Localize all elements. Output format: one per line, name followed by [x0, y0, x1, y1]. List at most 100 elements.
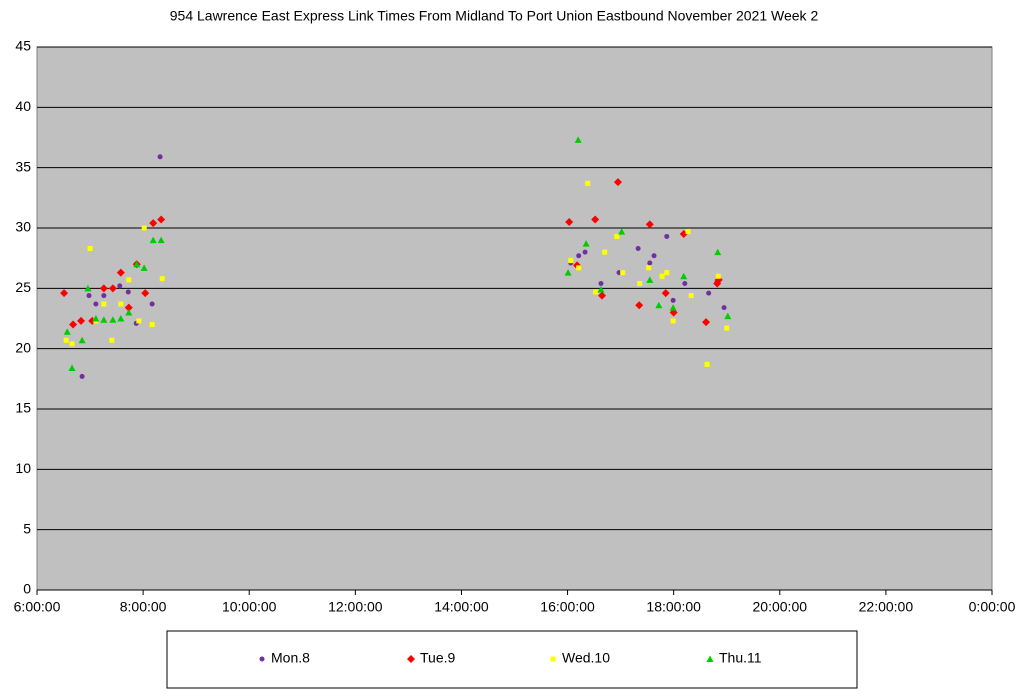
point [602, 249, 608, 255]
point [724, 325, 730, 331]
point [118, 301, 124, 307]
point [86, 293, 92, 299]
y-tick-label: 40 [15, 98, 31, 114]
point [574, 136, 582, 143]
x-tick-label: 10:00:00 [222, 599, 277, 615]
x-tick-label: 12:00:00 [328, 599, 383, 615]
point [60, 289, 69, 298]
point [69, 320, 78, 329]
point [715, 273, 721, 279]
point [149, 301, 155, 307]
point [149, 219, 158, 228]
point [651, 253, 657, 259]
x-tick-label: 16:00:00 [540, 599, 595, 615]
legend-marker [407, 655, 415, 663]
point [598, 281, 604, 287]
point [100, 316, 108, 323]
point [670, 318, 676, 324]
point [645, 220, 654, 229]
point [136, 318, 142, 324]
point [582, 249, 588, 255]
point [77, 316, 86, 325]
point [655, 301, 663, 309]
point [598, 291, 607, 300]
point [682, 281, 688, 287]
point [157, 215, 166, 224]
y-tick-label: 45 [15, 38, 31, 54]
point [63, 337, 69, 343]
y-tick-label: 35 [15, 158, 31, 174]
plot-area [36, 46, 993, 591]
point [109, 337, 115, 343]
point [724, 312, 732, 320]
point [597, 286, 605, 293]
legend-label: Mon.8 [271, 650, 310, 666]
point [591, 215, 600, 224]
legend [166, 630, 858, 689]
legend-marker [706, 655, 714, 662]
point [680, 272, 688, 280]
point [78, 336, 86, 344]
point [92, 315, 100, 322]
point [125, 289, 131, 295]
point [157, 236, 165, 244]
point [647, 260, 653, 266]
y-tick-label: 0 [23, 581, 31, 597]
x-tick-label: 8:00:00 [120, 599, 167, 615]
point [637, 281, 643, 287]
point [101, 301, 107, 307]
point [99, 284, 108, 293]
x-tick-label: 6:00:00 [14, 599, 61, 615]
point [576, 265, 582, 271]
point [646, 265, 652, 271]
y-tick-label: 5 [23, 520, 31, 536]
point [664, 270, 670, 276]
point [159, 276, 165, 282]
point [564, 269, 572, 276]
point [140, 264, 148, 271]
point [721, 305, 727, 311]
x-tick-label: 0:00:00 [969, 599, 1016, 615]
point [576, 253, 582, 259]
point [141, 289, 150, 298]
y-tick-label: 10 [15, 460, 31, 476]
legend-label: Tue.9 [420, 650, 455, 666]
point [79, 373, 85, 379]
point [116, 268, 125, 277]
point [157, 154, 163, 160]
point [670, 297, 676, 303]
chart-title: 954 Lawrence East Express Link Times Fro… [170, 8, 819, 24]
x-tick-label: 14:00:00 [434, 599, 489, 615]
point [126, 277, 132, 283]
point [669, 304, 677, 311]
point [125, 308, 133, 316]
legend-marker [550, 656, 556, 662]
point [585, 180, 591, 186]
point [141, 225, 147, 231]
point [117, 283, 123, 289]
point [149, 322, 155, 328]
point [133, 260, 141, 268]
y-tick-label: 20 [15, 339, 31, 355]
legend-marker [259, 656, 265, 662]
point [93, 301, 99, 307]
point [613, 178, 622, 187]
point [704, 361, 710, 367]
legend-label: Wed.10 [562, 650, 610, 666]
point [68, 364, 76, 371]
point [101, 293, 107, 299]
y-tick-label: 30 [15, 219, 31, 235]
x-tick-label: 20:00:00 [753, 599, 808, 615]
point [661, 289, 670, 298]
point [582, 240, 590, 247]
point [664, 233, 670, 239]
point [618, 228, 626, 235]
point [646, 276, 654, 283]
point [108, 284, 117, 293]
point [593, 289, 599, 295]
point [706, 290, 712, 296]
point [620, 270, 626, 276]
point [614, 233, 620, 239]
point [87, 246, 93, 252]
